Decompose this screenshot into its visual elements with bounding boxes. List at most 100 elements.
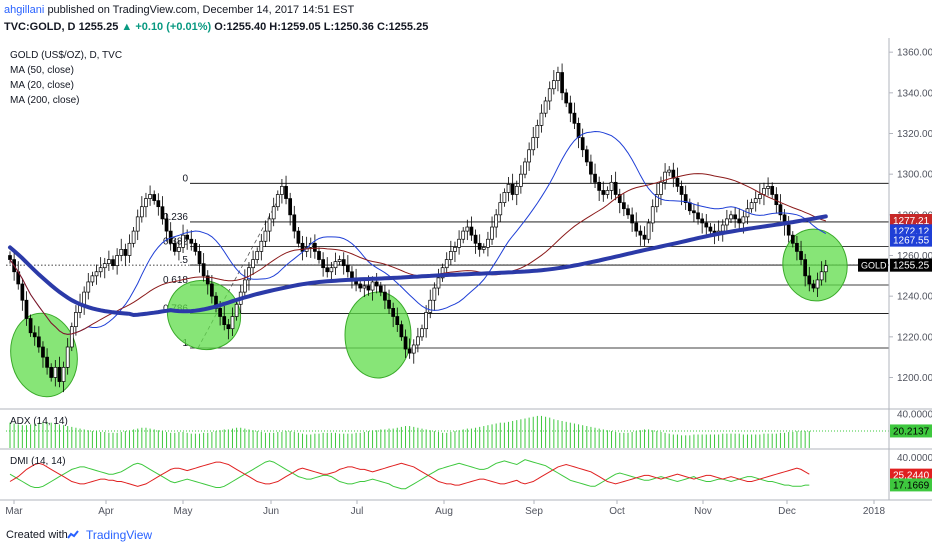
time-tick-label: Oct <box>609 506 625 517</box>
candle-body <box>766 186 770 189</box>
candle-body <box>341 259 346 267</box>
tradingview-brand-link[interactable]: TradingView <box>86 528 153 542</box>
candle-body <box>61 366 66 382</box>
candle-body <box>708 226 713 232</box>
candle-body <box>510 183 515 195</box>
candle-body <box>457 238 461 248</box>
candle-body <box>350 271 354 279</box>
candle-body <box>638 230 643 236</box>
candle-body <box>543 100 548 114</box>
candle-body <box>589 161 593 175</box>
price-tick-label: 1360.00 <box>897 48 932 59</box>
created-with-label: Created with <box>6 529 68 541</box>
candle-body <box>626 208 630 216</box>
candle-body <box>692 210 696 214</box>
candle-body <box>82 291 87 305</box>
candle-body <box>453 247 457 252</box>
candle-body <box>551 80 556 90</box>
candle-body <box>584 149 589 163</box>
candle-body <box>486 238 490 248</box>
candle-body <box>119 249 124 256</box>
candle-body <box>98 267 103 273</box>
candle-body <box>762 188 766 195</box>
candle-body <box>671 169 676 179</box>
price-tick-label: 1340.00 <box>897 88 932 99</box>
candle-body <box>135 216 140 232</box>
candle-body <box>514 186 519 195</box>
candle-body <box>601 190 606 195</box>
candle-body <box>609 181 614 191</box>
candle-body <box>383 291 387 301</box>
candle-body <box>317 251 321 260</box>
author-link[interactable]: ahgillani <box>4 4 45 16</box>
candle-body <box>57 366 62 382</box>
fib-level-label: .5 <box>180 255 189 266</box>
candle-body <box>547 88 552 102</box>
candle-body <box>20 283 25 301</box>
candle-body <box>288 198 293 216</box>
price-tick-label: 1320.00 <box>897 129 932 140</box>
candle-body <box>177 247 181 252</box>
candle-body <box>111 259 115 267</box>
candle-body <box>519 173 523 187</box>
legend-ma50: MA (50, close) <box>10 65 74 76</box>
candle-body <box>733 214 737 220</box>
footer: Created with TradingView <box>0 522 932 550</box>
candle-body <box>107 259 111 264</box>
candle-body <box>296 230 301 244</box>
candle-body <box>416 336 420 346</box>
ma200-line <box>8 214 828 318</box>
candle-body <box>325 267 330 273</box>
change-arrow-icon: ▲ <box>121 21 133 33</box>
candle-body <box>704 222 709 228</box>
candle-body <box>617 194 622 203</box>
candle-body <box>498 202 503 216</box>
legend-title: GOLD (US$/OZ), D, TVC <box>10 50 122 61</box>
candle-body <box>523 161 527 175</box>
time-tick-label: Apr <box>98 506 114 517</box>
candle-body <box>539 112 544 126</box>
candle-body <box>337 259 342 262</box>
candle-body <box>69 326 74 348</box>
price-badge-label: 1272.12 <box>893 226 930 237</box>
adx-label: ADX (14, 14) <box>10 416 68 427</box>
candle-body <box>230 316 235 330</box>
symbol-tag-label: GOLD <box>861 261 887 271</box>
time-tick-label: 2018 <box>863 506 886 517</box>
candle-body <box>737 218 742 224</box>
time-tick-label: May <box>174 506 193 517</box>
time-tick-label: Aug <box>435 506 453 517</box>
candle-body <box>45 356 49 368</box>
time-tick-label: Mar <box>5 506 23 517</box>
candle-body <box>172 242 177 252</box>
candle-body <box>436 277 441 289</box>
candle-body <box>399 324 404 338</box>
candle-body <box>259 240 264 252</box>
candle-body <box>251 259 255 269</box>
candle-body <box>218 308 222 317</box>
candle-body <box>366 285 371 291</box>
candle-body <box>622 202 626 210</box>
time-tick-label: Dec <box>778 506 796 517</box>
candle-body <box>477 242 482 250</box>
candle-body <box>696 212 700 220</box>
candle-body <box>531 137 536 151</box>
candle-body <box>152 194 157 201</box>
candle-body <box>292 214 297 232</box>
price-badge <box>890 233 932 247</box>
candle-body <box>123 249 128 256</box>
candle-body <box>654 194 659 208</box>
candle-body <box>247 267 251 281</box>
candle-body <box>679 186 684 195</box>
candle-body <box>374 281 379 287</box>
candle-body <box>201 263 206 277</box>
candle-body <box>49 366 54 378</box>
candle-body <box>263 230 268 242</box>
candle-body <box>556 72 560 81</box>
candle-body <box>815 279 820 289</box>
price-tick-label: 1240.00 <box>897 292 932 303</box>
candle-body <box>205 275 210 285</box>
low-value: L:1250.36 <box>323 21 374 33</box>
candle-body <box>193 242 198 252</box>
